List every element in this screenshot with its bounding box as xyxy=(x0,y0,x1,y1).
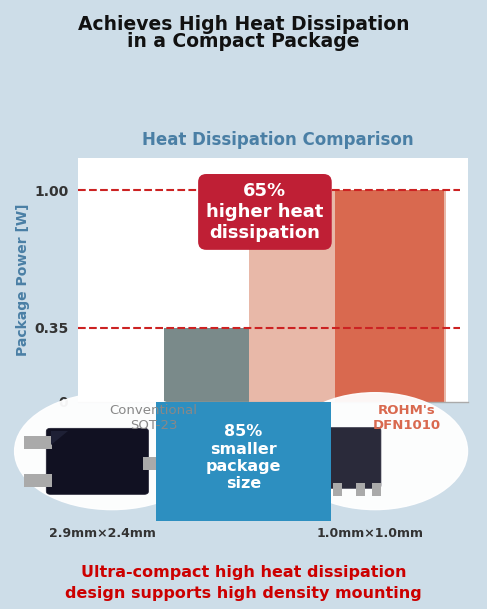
Bar xyxy=(164,328,249,402)
FancyBboxPatch shape xyxy=(143,457,170,470)
Text: 65%
higher heat
dissipation: 65% higher heat dissipation xyxy=(206,182,324,242)
FancyBboxPatch shape xyxy=(322,428,381,488)
Text: design supports high density mounting: design supports high density mounting xyxy=(65,586,422,601)
Text: ROHM's
DFN1010: ROHM's DFN1010 xyxy=(373,404,441,432)
Text: 2.9mm×2.4mm: 2.9mm×2.4mm xyxy=(49,527,156,540)
Text: Ultra-compact high heat dissipation: Ultra-compact high heat dissipation xyxy=(81,565,406,580)
Text: Achieves High Heat Dissipation: Achieves High Heat Dissipation xyxy=(78,15,409,34)
Y-axis label: Package Power [W]: Package Power [W] xyxy=(16,204,30,356)
Text: 85%
smaller
package
size: 85% smaller package size xyxy=(206,424,281,491)
FancyBboxPatch shape xyxy=(24,474,52,487)
Bar xyxy=(333,190,446,402)
Ellipse shape xyxy=(282,393,468,510)
Text: Heat Dissipation Comparison: Heat Dissipation Comparison xyxy=(142,131,413,149)
Bar xyxy=(335,190,444,402)
Text: 1.0mm×1.0mm: 1.0mm×1.0mm xyxy=(317,527,424,540)
FancyBboxPatch shape xyxy=(46,428,149,495)
Text: in a Compact Package: in a Compact Package xyxy=(127,32,360,51)
Ellipse shape xyxy=(15,393,209,510)
Bar xyxy=(333,483,342,496)
Bar xyxy=(372,483,381,496)
Polygon shape xyxy=(51,431,68,445)
FancyBboxPatch shape xyxy=(149,397,338,526)
Text: Conventional
SOT-23: Conventional SOT-23 xyxy=(110,404,197,432)
Bar xyxy=(249,190,335,402)
Bar xyxy=(356,483,365,496)
FancyBboxPatch shape xyxy=(24,436,52,448)
